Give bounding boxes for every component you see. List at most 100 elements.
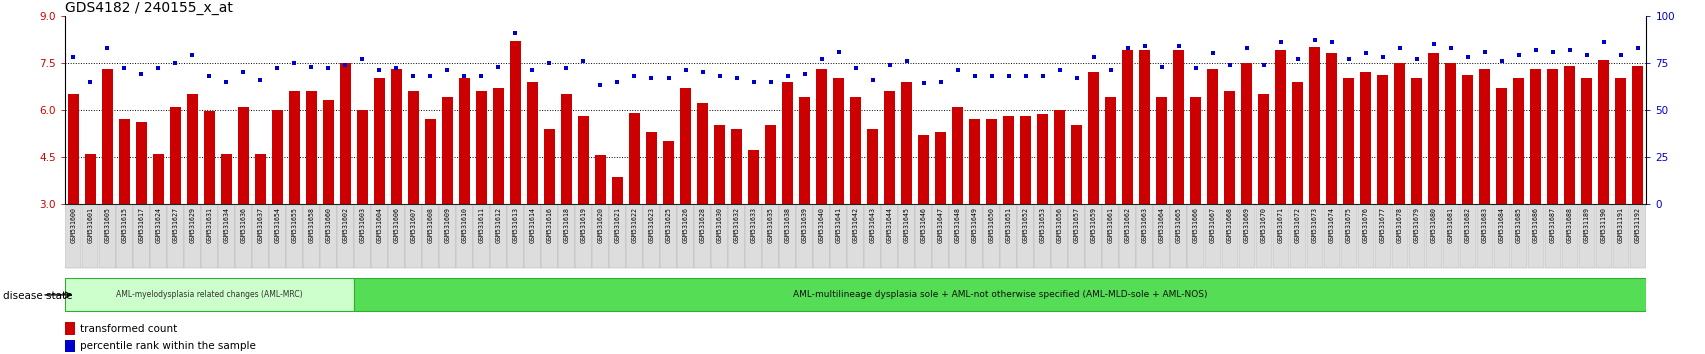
Text: GSM531672: GSM531672	[1294, 207, 1299, 243]
Bar	[1529, 69, 1540, 204]
Point	[213, 79, 240, 84]
Bar	[170, 107, 181, 204]
Bar	[1190, 97, 1200, 204]
FancyBboxPatch shape	[1033, 205, 1050, 268]
FancyBboxPatch shape	[847, 205, 863, 268]
Text: GSM531625: GSM531625	[665, 207, 672, 243]
Point	[128, 71, 155, 77]
Bar	[1581, 79, 1591, 204]
Text: GSM531685: GSM531685	[1514, 207, 1521, 243]
Point	[382, 65, 409, 71]
Bar	[85, 154, 95, 204]
Point	[1419, 41, 1446, 47]
FancyBboxPatch shape	[65, 205, 82, 268]
FancyBboxPatch shape	[1272, 205, 1287, 268]
Text: GSM531604: GSM531604	[377, 207, 382, 243]
FancyBboxPatch shape	[1577, 205, 1594, 268]
Bar	[730, 129, 742, 204]
Text: GSM531620: GSM531620	[597, 207, 604, 243]
FancyBboxPatch shape	[489, 205, 506, 268]
Point	[1079, 55, 1107, 60]
Point	[1335, 56, 1362, 62]
Bar	[65, 322, 75, 335]
Text: GSM531659: GSM531659	[1089, 207, 1096, 243]
Bar	[339, 63, 351, 204]
FancyBboxPatch shape	[1442, 205, 1458, 268]
Point	[1589, 39, 1616, 45]
Bar	[1020, 116, 1030, 204]
Bar	[815, 69, 827, 204]
Point	[484, 64, 512, 69]
FancyBboxPatch shape	[201, 205, 218, 268]
Bar	[373, 79, 385, 204]
Point	[145, 65, 172, 71]
Point	[179, 52, 206, 58]
Bar	[1393, 63, 1405, 204]
Bar	[305, 91, 317, 204]
FancyBboxPatch shape	[269, 205, 285, 268]
Point	[1453, 55, 1480, 60]
Text: disease state: disease state	[3, 291, 73, 301]
Text: GSM531640: GSM531640	[818, 207, 824, 243]
Text: GSM531624: GSM531624	[155, 207, 162, 243]
Point	[196, 73, 223, 79]
Bar	[968, 119, 980, 204]
FancyBboxPatch shape	[1289, 205, 1304, 268]
FancyBboxPatch shape	[82, 205, 99, 268]
Text: GSM531687: GSM531687	[1548, 207, 1555, 243]
FancyBboxPatch shape	[1391, 205, 1407, 268]
Point	[1284, 56, 1311, 62]
FancyBboxPatch shape	[1374, 205, 1390, 268]
Text: GSM531656: GSM531656	[1055, 207, 1062, 243]
FancyBboxPatch shape	[711, 205, 728, 268]
FancyBboxPatch shape	[1408, 205, 1424, 268]
FancyBboxPatch shape	[1628, 205, 1645, 268]
Bar	[1241, 63, 1251, 204]
Text: GSM531627: GSM531627	[172, 207, 179, 243]
Bar	[629, 113, 639, 204]
Bar	[1342, 79, 1354, 204]
Text: GSM531639: GSM531639	[801, 207, 806, 243]
FancyBboxPatch shape	[1357, 205, 1373, 268]
Bar	[900, 81, 912, 204]
Point	[858, 77, 885, 82]
Bar	[119, 119, 130, 204]
Text: GSM531666: GSM531666	[1192, 207, 1199, 243]
FancyBboxPatch shape	[728, 205, 745, 268]
Bar	[1325, 53, 1337, 204]
Point	[1521, 47, 1548, 52]
FancyBboxPatch shape	[506, 205, 523, 268]
Point	[365, 68, 392, 73]
FancyBboxPatch shape	[1543, 205, 1560, 268]
Text: GSM531621: GSM531621	[614, 207, 621, 243]
Point	[331, 62, 358, 68]
Bar	[425, 119, 436, 204]
Bar	[1376, 75, 1388, 204]
FancyBboxPatch shape	[1016, 205, 1033, 268]
Text: GSM531619: GSM531619	[580, 207, 587, 243]
Point	[1555, 47, 1582, 52]
Point	[450, 73, 477, 79]
FancyBboxPatch shape	[1492, 205, 1509, 268]
Point	[314, 65, 341, 71]
Text: GSM531683: GSM531683	[1482, 207, 1487, 243]
Bar	[866, 129, 878, 204]
FancyBboxPatch shape	[133, 205, 150, 268]
FancyBboxPatch shape	[406, 205, 421, 268]
Point	[416, 73, 443, 79]
FancyBboxPatch shape	[65, 278, 353, 312]
Bar	[288, 91, 300, 204]
Bar	[1478, 69, 1490, 204]
Text: GSM531636: GSM531636	[240, 207, 246, 243]
Point	[1384, 45, 1412, 51]
FancyBboxPatch shape	[218, 205, 234, 268]
Bar	[561, 94, 571, 204]
Point	[433, 68, 460, 73]
FancyBboxPatch shape	[1425, 205, 1441, 268]
Text: GSM531643: GSM531643	[870, 207, 875, 243]
Text: GSM531602: GSM531602	[343, 207, 348, 243]
FancyBboxPatch shape	[899, 205, 914, 268]
Bar	[459, 79, 469, 204]
Point	[1096, 68, 1124, 73]
Text: GSM531682: GSM531682	[1465, 207, 1470, 243]
